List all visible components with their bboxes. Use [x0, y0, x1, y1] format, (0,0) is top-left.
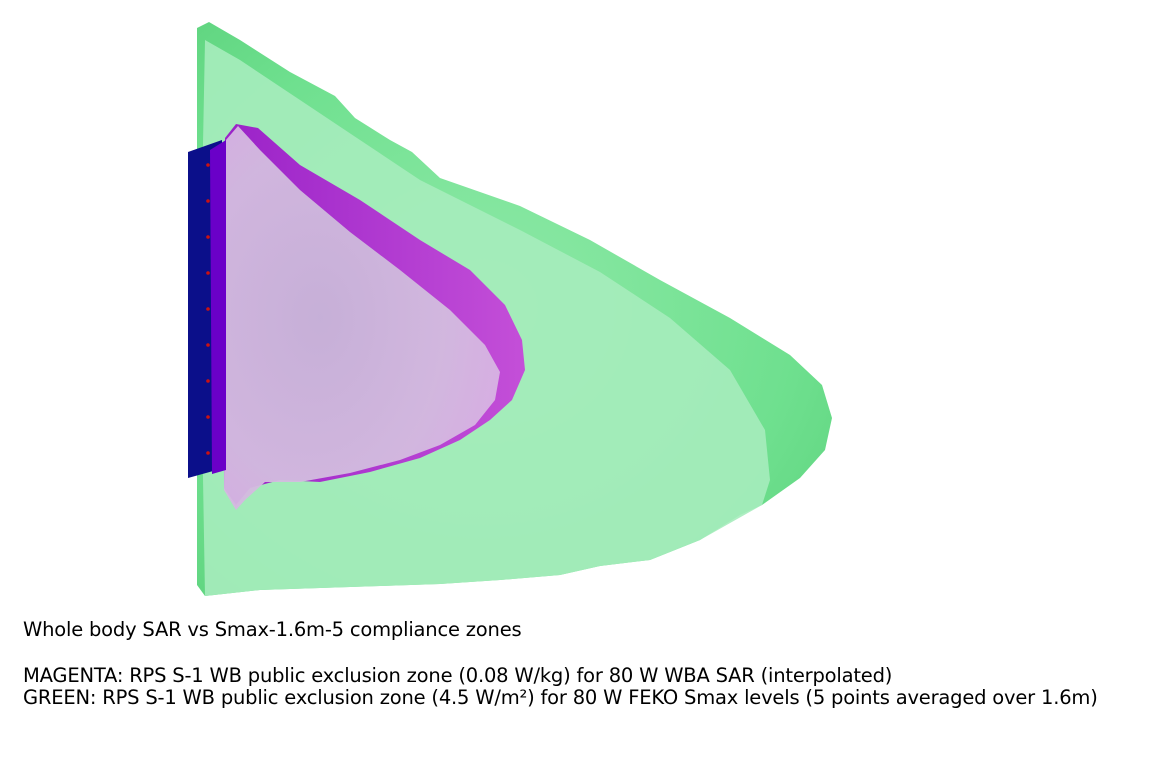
caption-magenta-legend: MAGENTA: RPS S-1 WB public exclusion zon… — [23, 664, 893, 687]
caption-green-legend: GREEN: RPS S-1 WB public exclusion zone … — [23, 686, 1098, 709]
antenna-element — [206, 451, 210, 455]
antenna-element — [206, 379, 210, 383]
antenna-element — [206, 199, 210, 203]
antenna-element — [206, 307, 210, 311]
antenna-elements — [206, 163, 210, 455]
antenna-element — [206, 163, 210, 167]
antenna-element — [206, 415, 210, 419]
sar-zone-inner-face — [224, 126, 500, 510]
antenna-element — [206, 271, 210, 275]
antenna-element — [206, 343, 210, 347]
caption-title: Whole body SAR vs Smax-1.6m-5 compliance… — [23, 618, 522, 641]
antenna-panel-edge — [210, 140, 226, 474]
antenna-element — [206, 235, 210, 239]
compliance-zone-render — [188, 22, 832, 596]
